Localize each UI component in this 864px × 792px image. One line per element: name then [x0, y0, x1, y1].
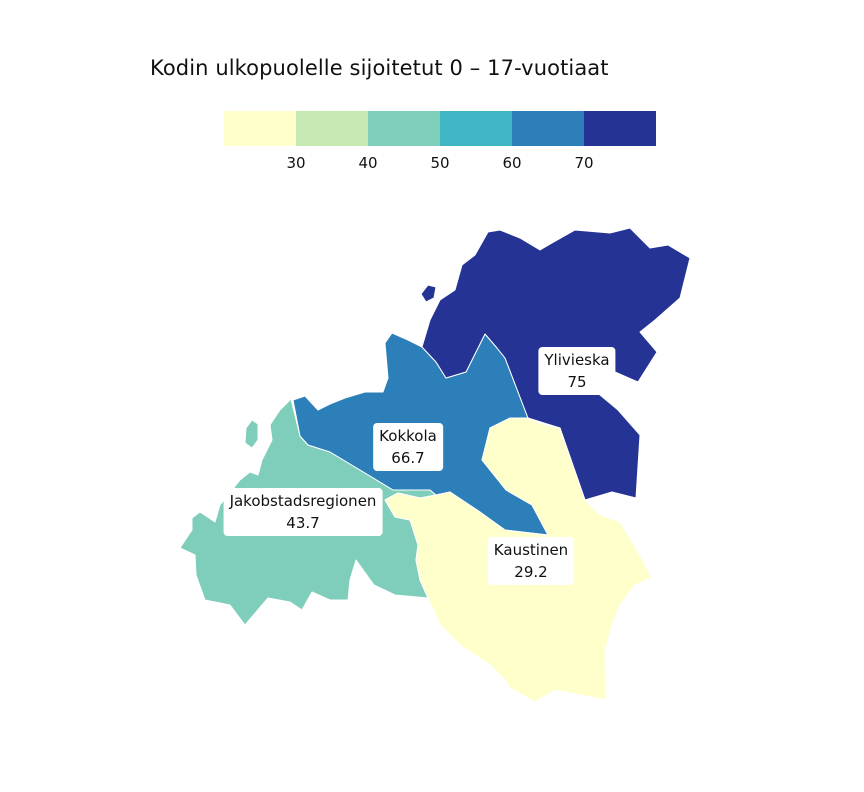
- region-label-ylivieska: Ylivieska 75: [538, 347, 616, 395]
- region-label-jakobstadsregionen: Jakobstadsregionen 43.7: [223, 488, 383, 536]
- legend-bin-5: [512, 111, 584, 146]
- region-value: 66.7: [391, 449, 425, 467]
- region-label-kokkola: Kokkola 66.7: [373, 423, 443, 471]
- legend-tick: 50: [430, 154, 450, 172]
- legend-tick: 60: [502, 154, 522, 172]
- region-name: Kaustinen: [493, 541, 569, 559]
- legend-bin-6: [584, 111, 656, 146]
- region-value: 29.2: [514, 563, 548, 581]
- island-shape: [420, 284, 437, 303]
- island-shape: [244, 419, 259, 449]
- region-name: Jakobstadsregionen: [229, 492, 377, 510]
- color-legend: [224, 111, 656, 146]
- legend-bin-4: [440, 111, 512, 146]
- legend-bin-2: [296, 111, 368, 146]
- region-value: 43.7: [286, 514, 320, 532]
- legend-tick: 30: [286, 154, 306, 172]
- region-label-kaustinen: Kaustinen 29.2: [487, 537, 575, 585]
- legend-bin-1: [224, 111, 296, 146]
- region-name: Ylivieska: [544, 351, 610, 369]
- legend-bin-3: [368, 111, 440, 146]
- map-title: Kodin ulkopuolelle sijoitetut 0 – 17-vuo…: [150, 56, 609, 80]
- legend-tick: 40: [358, 154, 378, 172]
- region-name: Kokkola: [379, 427, 437, 445]
- region-value: 75: [567, 373, 587, 391]
- legend-tick: 70: [574, 154, 594, 172]
